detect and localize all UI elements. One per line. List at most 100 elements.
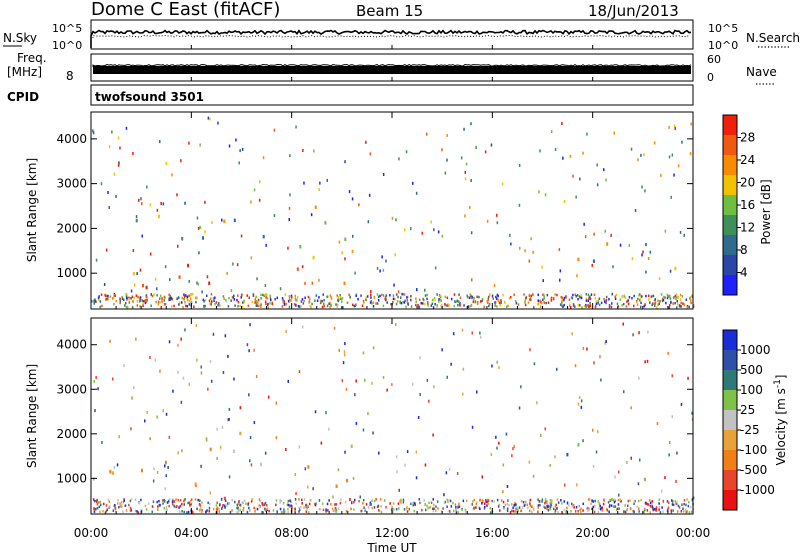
near-range-return <box>303 299 305 303</box>
scatter-return <box>217 121 219 125</box>
near-range-return <box>598 502 601 505</box>
near-range-return <box>275 499 278 502</box>
near-range-return <box>360 294 362 297</box>
near-range-return <box>371 302 373 305</box>
near-range-return <box>248 506 250 510</box>
near-range-return <box>199 499 201 502</box>
near-range-return <box>610 305 613 309</box>
near-range-return <box>568 298 571 301</box>
scatter-return <box>208 506 211 510</box>
near-range-return <box>132 300 134 303</box>
scatter-return <box>164 487 166 491</box>
near-range-return <box>160 306 162 309</box>
near-range-return <box>444 295 447 299</box>
near-range-return <box>557 511 559 514</box>
scatter-return <box>580 405 583 409</box>
near-range-return <box>688 500 690 504</box>
near-range-return <box>357 298 359 301</box>
scatter-return <box>671 153 674 157</box>
near-range-return <box>200 510 203 514</box>
near-range-return <box>142 304 144 307</box>
scatter-return <box>228 418 230 421</box>
near-range-return <box>437 507 439 510</box>
near-range-return <box>681 503 683 506</box>
near-range-return <box>675 297 677 301</box>
near-range-return <box>346 301 349 305</box>
scatter-return <box>690 122 692 126</box>
scatter-return <box>396 470 398 474</box>
near-range-return <box>459 296 462 299</box>
near-range-return <box>608 510 610 513</box>
near-range-return <box>210 303 212 306</box>
near-range-return <box>432 507 434 510</box>
near-range-return <box>563 500 565 503</box>
near-range-return <box>523 504 526 507</box>
near-range-return <box>208 510 210 513</box>
near-range-return <box>544 506 546 509</box>
near-range-return <box>337 295 340 299</box>
near-range-return <box>594 504 596 508</box>
near-range-return <box>651 502 653 506</box>
scatter-return <box>493 284 496 288</box>
scatter-return <box>146 411 148 414</box>
scatter-return <box>582 346 585 350</box>
near-range-return <box>561 511 563 514</box>
near-range-return <box>651 500 654 503</box>
near-range-return <box>402 498 405 502</box>
near-range-return <box>128 296 130 300</box>
near-range-return <box>513 293 515 296</box>
near-range-return <box>597 301 599 305</box>
near-range-return <box>450 505 453 508</box>
near-range-return <box>119 297 121 300</box>
near-range-return <box>656 306 658 309</box>
near-range-return <box>124 304 126 307</box>
near-range-return <box>589 301 591 305</box>
near-range-return <box>125 294 128 298</box>
scatter-return <box>501 182 504 186</box>
near-range-return <box>685 508 687 511</box>
near-range-return <box>391 510 394 514</box>
scatter-return <box>294 509 296 513</box>
near-range-return <box>92 498 95 501</box>
near-range-return <box>163 295 166 299</box>
colorbar-segment <box>723 450 737 471</box>
near-range-return <box>481 299 483 303</box>
near-range-return <box>504 503 507 507</box>
near-range-return <box>285 302 288 306</box>
scatter-return <box>101 441 103 444</box>
near-range-return <box>141 299 144 302</box>
near-range-return <box>601 506 603 509</box>
scatter-return <box>668 155 671 159</box>
near-range-return <box>95 500 98 503</box>
scatter-return <box>204 200 206 204</box>
echo-region-2 <box>566 452 569 457</box>
near-range-return <box>237 300 240 304</box>
scatter-return <box>448 468 451 471</box>
near-range-return <box>587 304 589 307</box>
cpid-label: CPID <box>7 90 39 104</box>
near-range-return <box>685 298 688 301</box>
near-range-return <box>301 502 303 505</box>
near-range-return <box>120 505 122 508</box>
x-tick-label: 08:00 <box>274 526 309 540</box>
scatter-return <box>664 476 666 480</box>
near-range-return <box>540 300 542 304</box>
near-range-return <box>658 506 660 509</box>
near-range-return <box>145 508 148 511</box>
scatter-return <box>261 503 264 507</box>
near-range-return <box>399 301 402 305</box>
near-range-return <box>611 302 613 305</box>
near-range-return <box>208 502 211 506</box>
scatter-return <box>94 409 96 413</box>
near-range-return <box>287 300 290 303</box>
near-range-return <box>183 510 185 514</box>
scatter-return <box>132 152 134 155</box>
near-range-return <box>529 503 532 507</box>
near-range-return <box>521 506 524 509</box>
near-range-return <box>331 507 334 511</box>
colorbar-tick-label: 100 <box>740 383 763 397</box>
near-range-return <box>475 506 478 509</box>
scatter-return <box>188 279 190 283</box>
near-range-return <box>496 293 499 297</box>
scatter-return <box>578 396 581 399</box>
